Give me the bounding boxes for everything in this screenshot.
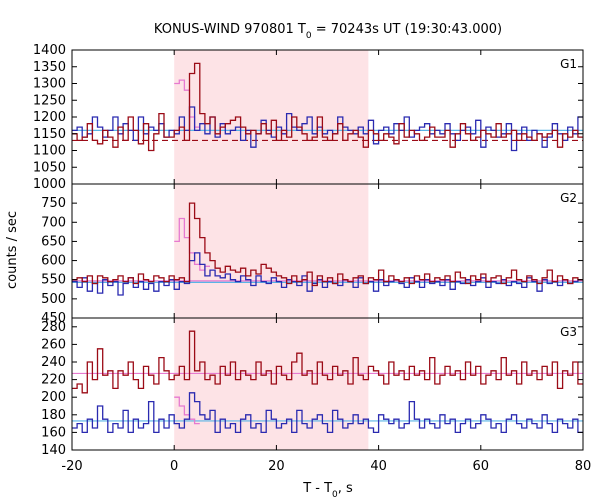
panel-g1-ytick-label: 1000 <box>33 177 66 192</box>
panel-g3-ytick-label: 180 <box>41 408 66 423</box>
panel-g1-ytick-label: 1250 <box>33 93 66 108</box>
panel-g1-series-1 <box>72 62 583 152</box>
panel-g3-series-1 <box>72 330 583 394</box>
panel-g2-ytick-label: 700 <box>41 215 66 230</box>
panel-g3-series-2 <box>72 392 583 434</box>
panel-g3-ytick-label: 240 <box>41 355 66 370</box>
panel-g3-series-3 <box>174 396 200 425</box>
panel-g2-ytick-label: 650 <box>41 234 66 249</box>
panel-g3-ytick-label: 200 <box>41 390 66 405</box>
panel-g1-ytick-label: 1200 <box>33 110 66 125</box>
panel-g3-frame <box>71 317 584 451</box>
panel-g1-ytick-label: 1300 <box>33 77 66 92</box>
panel-g2-ytick-label: 750 <box>41 196 66 211</box>
panel-g3-label: G3 <box>560 325 577 339</box>
panel-g2-ytick-label: 450 <box>41 311 66 326</box>
x-axis-label: T - T0, s <box>302 481 353 500</box>
panel-g2-series-3 <box>174 217 210 271</box>
panel-g1-ytick-label: 1050 <box>33 160 66 175</box>
shaded-interval <box>174 50 369 450</box>
panel-g3-ytick-label: 140 <box>41 443 66 458</box>
panel-g2-series-2 <box>72 252 583 296</box>
panel-g1-ytick-label: 1150 <box>33 127 66 142</box>
x-tick-label: 0 <box>170 459 178 474</box>
panel-g1-ytick-label: 1100 <box>33 144 66 159</box>
chart-title: KONUS-WIND 970801 T0 = 70243s UT (19:30:… <box>154 22 502 41</box>
panel-g1-ytick-label: 1400 <box>33 43 66 58</box>
panel-g2-series-1 <box>72 202 583 287</box>
panel-g2-ytick-label: 600 <box>41 254 66 269</box>
panel-g2-label: G2 <box>560 191 577 205</box>
x-tick-label: -20 <box>61 459 82 474</box>
x-tick-label: 80 <box>575 459 592 474</box>
x-tick-label: 20 <box>268 459 285 474</box>
panel-g2-ytick-label: 550 <box>41 273 66 288</box>
y-axis-label: counts / sec <box>5 211 20 289</box>
panel-g1-ytick-label: 1350 <box>33 60 66 75</box>
panel-g3-ytick-label: 160 <box>41 425 66 440</box>
panel-g3-ytick-label: 280 <box>41 320 66 335</box>
x-tick-label: 60 <box>473 459 490 474</box>
panel-g2-ytick-label: 500 <box>41 292 66 307</box>
panel-g3-ytick-label: 220 <box>41 373 66 388</box>
panel-g1-label: G1 <box>560 57 577 71</box>
panel-g3-ytick-label: 260 <box>41 337 66 352</box>
x-tick-label: 40 <box>370 459 387 474</box>
